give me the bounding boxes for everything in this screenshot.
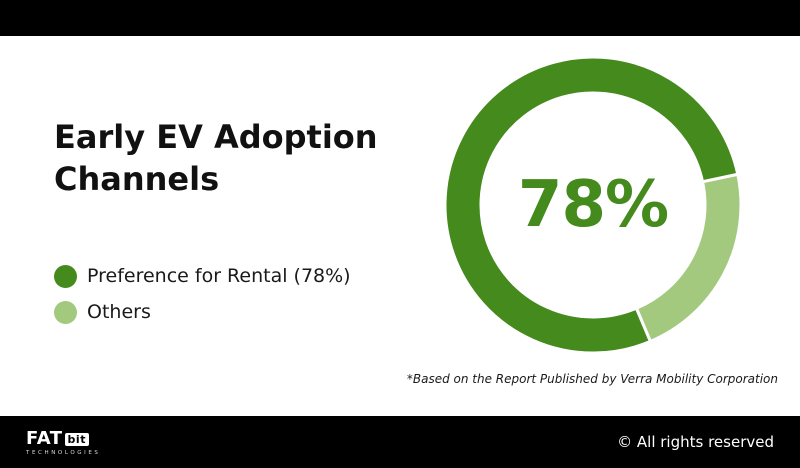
chart-legend: Preference for Rental (78%) Others: [54, 258, 351, 330]
legend-item-others: Others: [54, 294, 351, 330]
donut-slice-others: [634, 172, 743, 344]
logo-wordmark: FAT bit: [26, 430, 101, 448]
donut-chart: [443, 55, 743, 355]
logo-main-text: FAT: [26, 428, 63, 449]
donut-slice-rental: [443, 55, 740, 355]
chart-card: Early EV Adoption Channels Preference fo…: [0, 36, 800, 416]
copyright-text: © All rights reserved: [617, 433, 774, 451]
legend-label-rental: Preference for Rental (78%): [87, 265, 351, 287]
footer-bar: FAT bit TECHNOLOGIES © All rights reserv…: [0, 416, 800, 468]
legend-swatch-others: [54, 300, 77, 324]
logo-subtitle: TECHNOLOGIES: [26, 450, 101, 456]
legend-label-others: Others: [87, 301, 151, 323]
source-footnote: *Based on the Report Published by Verra …: [406, 372, 778, 386]
chart-title: Early EV Adoption Channels: [54, 118, 378, 198]
legend-swatch-rental: [54, 264, 77, 288]
logo-box-text: bit: [64, 432, 89, 446]
fatbit-logo: FAT bit TECHNOLOGIES: [26, 430, 101, 457]
legend-item-rental: Preference for Rental (78%): [54, 258, 351, 294]
